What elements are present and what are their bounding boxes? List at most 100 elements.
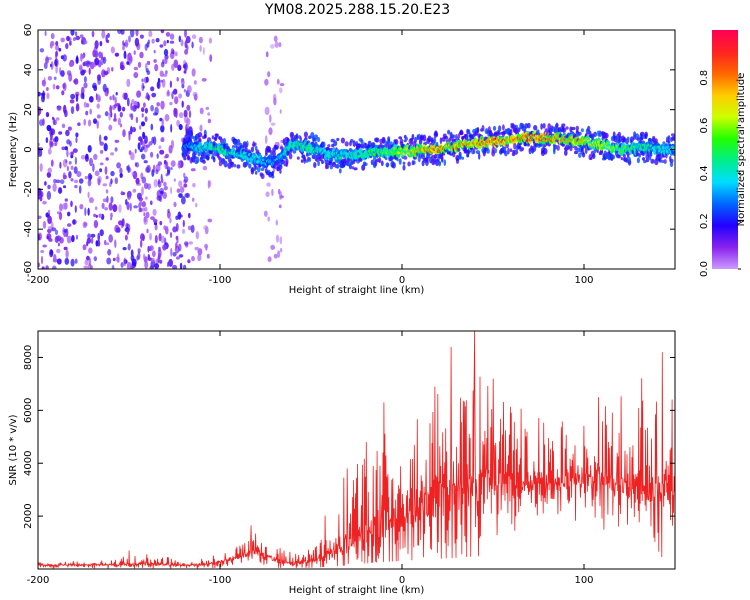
noise-blob: [160, 61, 165, 68]
noise-blob: [106, 39, 110, 43]
ridge-halo: [562, 127, 567, 133]
ridge-halo: [620, 157, 624, 161]
noise-blob: [47, 148, 52, 155]
noise-blob: [97, 74, 101, 81]
noise-blob: [197, 248, 203, 256]
noise-blob: [102, 198, 108, 202]
ridge-halo: [638, 153, 642, 158]
noise-blob: [188, 212, 191, 219]
noise-blob: [267, 71, 271, 78]
noise-blob: [119, 111, 123, 118]
noise-blob: [186, 104, 191, 111]
noise-blob: [71, 235, 75, 243]
ridge-halo: [461, 156, 465, 160]
noise-blob: [153, 179, 158, 188]
noise-blob: [86, 241, 89, 247]
noise-blob: [83, 118, 86, 126]
noise-blob: [207, 112, 211, 116]
noise-blob: [183, 172, 186, 178]
noise-blob: [76, 171, 82, 178]
noise-blob: [143, 76, 148, 84]
noise-blob: [163, 40, 167, 47]
noise-blob: [118, 105, 122, 112]
noise-blob: [72, 37, 76, 41]
ridge-halo: [424, 141, 428, 146]
noise-blob: [109, 105, 113, 114]
ridge-halo: [403, 156, 408, 160]
ridge-halo: [447, 129, 451, 135]
noise-blob: [186, 118, 191, 126]
noise-blob: [95, 214, 98, 218]
ridge-halo: [272, 150, 276, 158]
ridge-halo: [203, 134, 207, 139]
noise-blob: [91, 30, 95, 38]
ridge-halo: [561, 123, 566, 127]
heatmap-x-tick-label: 100: [574, 275, 593, 286]
noise-blob: [69, 99, 75, 104]
noise-blob: [275, 234, 280, 243]
heatmap-y-axis-label: Frequency (Hz): [8, 112, 19, 188]
noise-blob: [40, 191, 44, 198]
noise-blob: [45, 137, 49, 144]
noise-blob: [187, 156, 191, 161]
ridge-halo: [202, 160, 206, 164]
ridge-halo: [288, 153, 293, 160]
noise-blob: [165, 173, 169, 177]
ridge-halo: [230, 161, 234, 165]
noise-blob: [175, 222, 179, 232]
noise-blob: [126, 97, 130, 107]
ridge-halo: [402, 164, 406, 171]
ridge-halo: [658, 157, 662, 163]
noise-blob: [184, 30, 187, 38]
noise-blob: [147, 245, 150, 253]
noise-blob: [94, 40, 99, 49]
noise-blob: [178, 124, 183, 131]
ridge-halo: [308, 157, 312, 162]
ridge-halo: [565, 126, 569, 130]
noise-blob: [75, 136, 78, 144]
noise-blob: [79, 66, 83, 71]
noise-blob: [169, 232, 173, 238]
noise-blob: [273, 253, 278, 259]
ridge-halo: [644, 131, 648, 138]
noise-blob: [181, 100, 184, 108]
noise-blob: [50, 61, 54, 70]
noise-blob: [83, 76, 87, 83]
ridge-halo: [464, 133, 469, 141]
noise-blob: [62, 185, 67, 189]
noise-blob: [97, 240, 101, 247]
ridge-halo: [361, 164, 366, 171]
noise-blob: [178, 35, 181, 43]
noise-blob: [275, 219, 278, 226]
ridge-halo: [313, 162, 317, 168]
noise-blob: [96, 114, 101, 119]
noise-blob: [38, 91, 41, 97]
noise-blob: [169, 33, 175, 40]
noise-blob: [51, 227, 57, 232]
noise-blob: [64, 109, 68, 118]
noise-blob: [172, 264, 178, 269]
noise-blob: [75, 132, 79, 138]
colorbar: 0.0 0.2 0.4 0.6 0.8 Normalized spectral ampli…: [699, 30, 747, 277]
noise-blob: [269, 114, 272, 123]
colorbar-tick-label: 0.0: [699, 261, 710, 277]
noise-blob: [44, 181, 47, 186]
noise-blob: [87, 179, 92, 187]
noise-blob: [156, 153, 159, 159]
ridge-halo: [292, 150, 297, 154]
snr-x-tick-label: 0: [399, 575, 405, 586]
noise-blob: [87, 191, 90, 199]
noise-blob: [151, 169, 155, 177]
ridge-halo: [407, 161, 411, 167]
noise-blob: [138, 136, 143, 142]
noise-blob: [172, 252, 177, 257]
noise-blob: [96, 103, 100, 109]
ridge-halo: [218, 161, 223, 167]
noise-blob: [46, 124, 52, 132]
ridge-halo: [212, 156, 216, 163]
noise-blob: [145, 63, 148, 70]
noise-blob: [130, 113, 134, 121]
noise-blob: [75, 93, 79, 102]
heatmap-y-tick-label: 20: [23, 103, 34, 116]
ridge-halo: [348, 164, 353, 170]
